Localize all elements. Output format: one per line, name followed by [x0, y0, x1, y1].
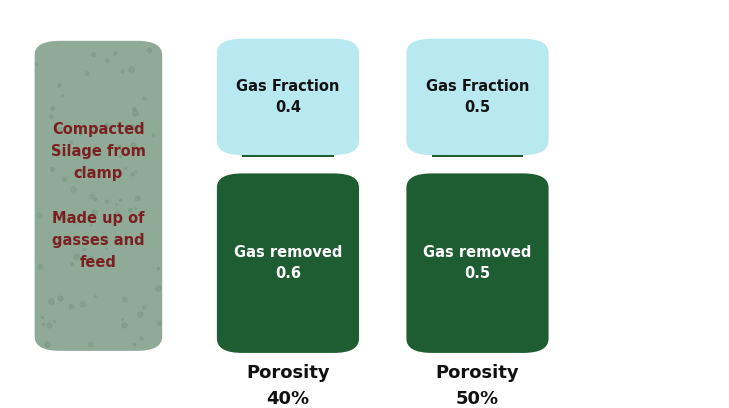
Text: 50%: 50%: [456, 390, 499, 408]
Text: Gas removed
0.6: Gas removed 0.6: [234, 245, 342, 281]
FancyBboxPatch shape: [35, 41, 162, 351]
Text: 40%: 40%: [266, 390, 310, 408]
FancyBboxPatch shape: [217, 39, 359, 155]
FancyBboxPatch shape: [407, 173, 548, 353]
Text: Porosity: Porosity: [246, 364, 330, 382]
Text: Gas Fraction
0.4: Gas Fraction 0.4: [236, 79, 340, 115]
FancyBboxPatch shape: [407, 39, 548, 155]
Bar: [432, 141, 523, 155]
Text: Gas removed
0.5: Gas removed 0.5: [424, 245, 531, 281]
Bar: [432, 141, 523, 157]
Bar: [242, 141, 334, 157]
Text: Compacted
Silage from
clamp

Made up of
gasses and
feed: Compacted Silage from clamp Made up of g…: [51, 122, 146, 270]
FancyBboxPatch shape: [217, 173, 359, 353]
Text: Gas Fraction
0.5: Gas Fraction 0.5: [426, 79, 529, 115]
Bar: [242, 141, 334, 155]
Text: Porosity: Porosity: [436, 364, 519, 382]
